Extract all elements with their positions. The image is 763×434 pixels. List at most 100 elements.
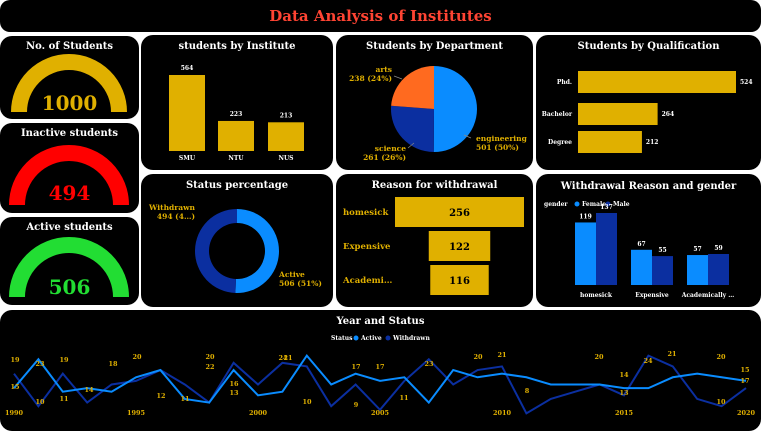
- slice-name-label: Active: [278, 270, 305, 279]
- point-value-label: 13: [229, 389, 239, 397]
- point-value-label: 14: [619, 371, 629, 379]
- qualification-chart-title: Students by Qualification: [577, 41, 720, 52]
- point-value-label: 12: [156, 392, 165, 400]
- bar: [687, 255, 708, 285]
- bar-value-label: 256: [449, 208, 470, 219]
- status-chart-card: Status percentage Active 506 (51%) Withdra…: [141, 174, 333, 307]
- point-value-label: 19: [10, 356, 20, 364]
- point-value-label: 10: [302, 398, 312, 406]
- legend-title: Status: [331, 335, 353, 342]
- bar-value-label: 212: [646, 139, 659, 146]
- bar-value-label: 55: [658, 247, 666, 254]
- point-value-label: 17: [351, 363, 360, 371]
- point-value-label: 20: [132, 353, 142, 361]
- point-value-label: 17: [740, 377, 749, 385]
- x-tick-label: 1995: [127, 409, 146, 417]
- point-value-label: 9: [354, 401, 359, 409]
- kpi-inactive-value: 494: [48, 181, 91, 205]
- institute-chart-title: students by Institute: [178, 41, 296, 52]
- bar-value-label: 122: [449, 242, 470, 253]
- kpi-students-card: No. of Students 1000: [0, 36, 139, 119]
- point-value-label: 16: [229, 380, 239, 388]
- kpi-active-gauge: [9, 237, 129, 298]
- series-line: [13, 353, 747, 405]
- bar: [708, 253, 729, 285]
- legend-label-female: Female: [582, 201, 606, 208]
- gender-chart-card: Withdrawal Reason and gender gender Femal…: [536, 174, 761, 307]
- bar-value-label: 67: [637, 241, 645, 248]
- slice-value-label: 506 (51%): [279, 279, 322, 288]
- slice-value-label: 238 (24%): [349, 74, 392, 83]
- point-value-label: 24: [278, 354, 288, 362]
- legend-title: gender: [544, 201, 568, 208]
- bar-value-label: 524: [740, 79, 753, 86]
- x-tick-label: SMU: [179, 155, 196, 162]
- bar: [631, 249, 652, 285]
- bar-value-label: 137: [600, 204, 613, 211]
- point-value-label: 21: [283, 354, 292, 362]
- x-tick-label: 1990: [5, 409, 24, 417]
- bar: [218, 120, 254, 151]
- status-chart-title: Status percentage: [185, 180, 289, 191]
- point-value-label: 15: [740, 366, 750, 374]
- bar-value-label: 213: [280, 112, 293, 119]
- qualification-chart: Phd. 524 Bachelor 264 Degree 212: [542, 71, 753, 153]
- bar-value-label: 119: [579, 213, 592, 220]
- legend-marker-male: [605, 201, 611, 207]
- bar-value-label: 57: [693, 246, 701, 253]
- y-tick-label: homesick: [343, 208, 389, 218]
- point-value-label: 15: [10, 383, 20, 391]
- point-value-label: 21: [667, 350, 676, 358]
- bar: [578, 131, 642, 153]
- x-tick-label: 2015: [615, 409, 634, 417]
- bar: [652, 256, 673, 285]
- x-tick-label: Expensive: [635, 292, 669, 299]
- kpi-inactive-label: Inactive students: [21, 128, 118, 139]
- y-tick-label: Bachelor: [542, 111, 573, 118]
- bar: [430, 265, 489, 295]
- bar: [578, 71, 736, 93]
- x-tick-label: Academically …: [681, 292, 735, 299]
- leader-line: [407, 142, 415, 149]
- point-value-label: 23: [35, 360, 45, 368]
- x-tick-label: 2020: [737, 409, 756, 417]
- legend-label-active: Active: [360, 335, 382, 342]
- point-value-label: 14: [84, 386, 94, 394]
- point-value-label: 10: [35, 398, 45, 406]
- qualification-chart-card: Students by Qualification Phd. 524 Bachelo…: [536, 35, 761, 170]
- x-tick-label: 2000: [249, 409, 268, 417]
- slice-value-label: 501 (50%): [476, 143, 519, 152]
- reason-chart: 256 homesick 122 Expensive 116 Academi…: [342, 197, 524, 295]
- gauge-arc: [11, 54, 127, 113]
- slice-name-label: engineering: [476, 134, 528, 143]
- institute-chart-card: students by Institute 564 SMU 223 NTU 213 NUS: [141, 35, 333, 170]
- y-tick-label: Expensive: [343, 242, 391, 252]
- bar: [596, 213, 617, 285]
- bar: [395, 197, 524, 227]
- title-bar: Data Analysis of Institutes: [0, 0, 761, 32]
- point-value-label: 11: [399, 394, 408, 402]
- point-value-label: 20: [473, 353, 483, 361]
- point-value-label: 10: [716, 398, 726, 406]
- kpi-active-label: Active students: [26, 222, 113, 233]
- pie-slice: [433, 66, 477, 152]
- bar-value-label: 264: [662, 111, 675, 118]
- series-line: [13, 354, 747, 415]
- point-value-label: 17: [375, 363, 384, 371]
- gauge-arc: [9, 145, 129, 206]
- leader-line: [463, 134, 472, 139]
- bar-value-label: 59: [714, 245, 722, 252]
- kpi-students-gauge: [11, 54, 127, 113]
- legend-marker-active: [353, 335, 359, 341]
- bar: [268, 122, 304, 151]
- pie-slice: [391, 66, 434, 109]
- point-value-label: 22: [205, 363, 214, 371]
- year-status-title: Year and Status: [336, 316, 425, 327]
- slice-name-label: arts: [376, 65, 393, 74]
- kpi-inactive-card: Inactive students 494: [0, 123, 139, 213]
- donut-slice: [194, 209, 237, 293]
- x-tick-label: NUS: [278, 155, 293, 162]
- legend-label-male: Male: [613, 201, 630, 208]
